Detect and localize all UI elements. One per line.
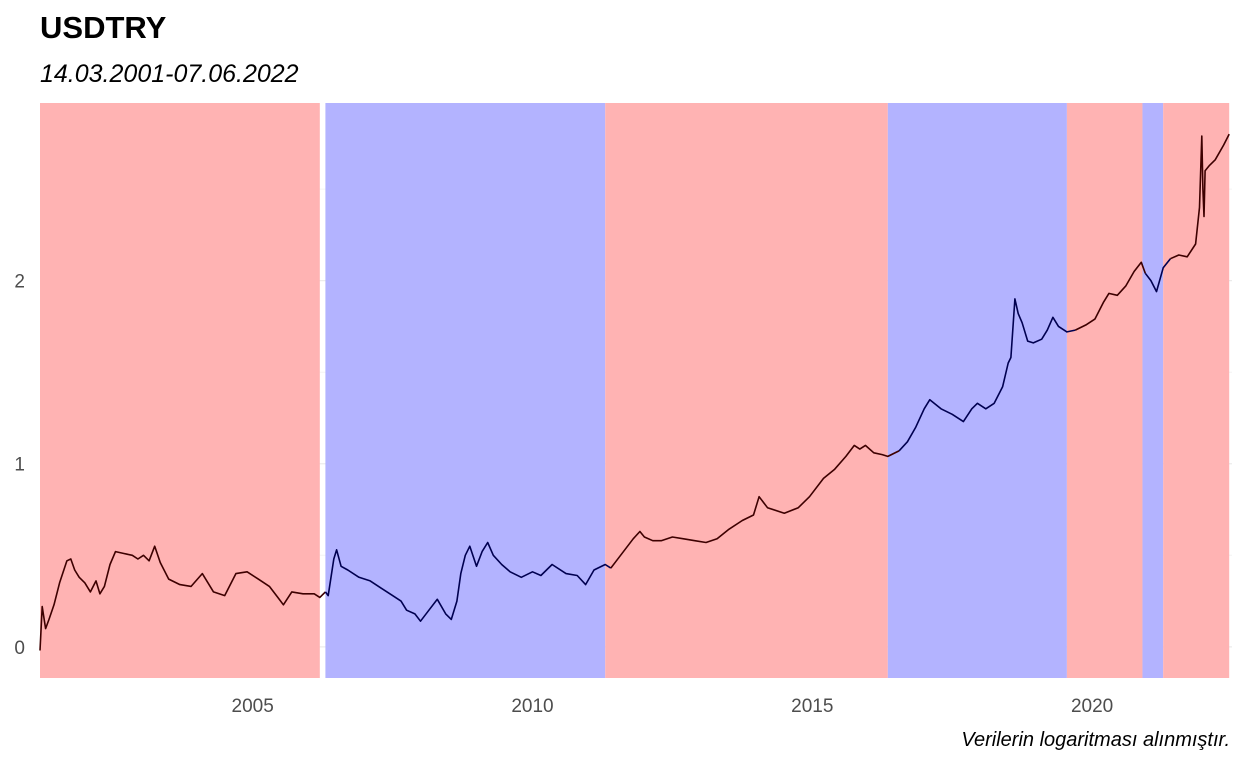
- series-line-blue: [324, 541, 612, 622]
- x-tick-label: 2005: [232, 696, 274, 717]
- series-line-red: [1170, 133, 1230, 260]
- y-tick-label: 2: [14, 272, 25, 293]
- y-tick-label: 0: [14, 638, 25, 659]
- regime-band-red: [1163, 103, 1230, 678]
- series-line-red: [39, 545, 326, 651]
- x-tick-label: 2015: [791, 696, 833, 717]
- regime-band-red: [1066, 103, 1143, 678]
- regime-band-red: [605, 103, 888, 678]
- regime-band-blue: [887, 103, 1067, 678]
- series-line-red: [610, 444, 900, 569]
- chart-title: USDTRY: [40, 10, 167, 45]
- series-line-blue: [1144, 258, 1172, 293]
- chart-caption: Verilerin logaritması alınmıştır.: [961, 729, 1230, 751]
- y-tick-label: 1: [14, 455, 25, 476]
- series-line-blue: [898, 298, 1076, 452]
- x-tick-label: 2020: [1071, 696, 1113, 717]
- series-line-red: [1074, 261, 1147, 331]
- regime-band-red: [40, 103, 320, 678]
- regime-band-blue: [325, 103, 606, 678]
- x-tick-label: 2010: [511, 696, 553, 717]
- chart-subtitle: 14.03.2001-07.06.2022: [40, 60, 299, 88]
- regime-band-blue: [1142, 103, 1164, 678]
